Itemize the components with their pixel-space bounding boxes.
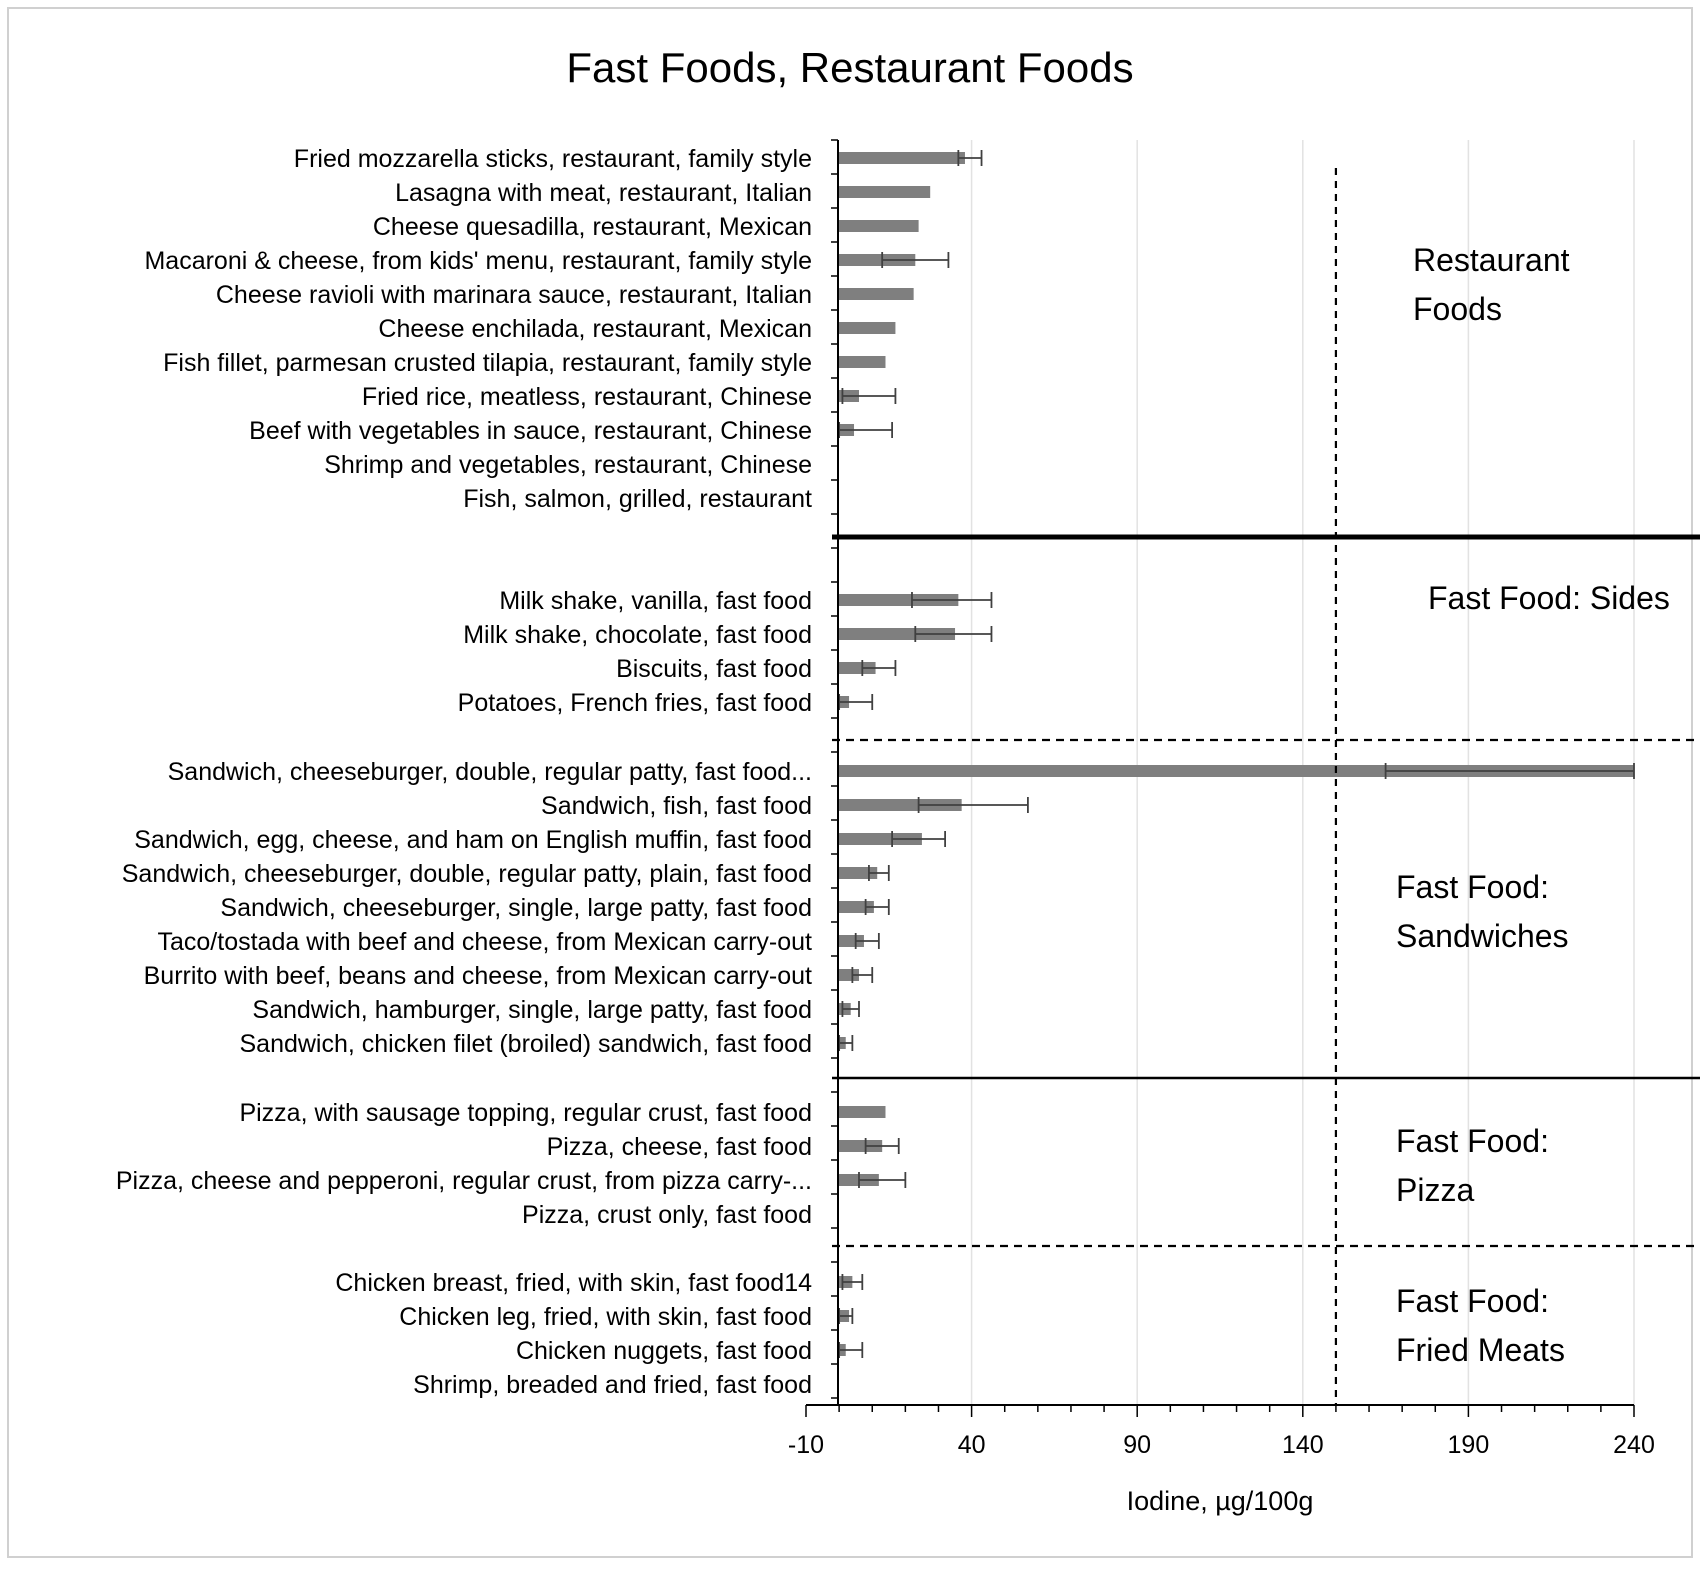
error-bar-7	[841, 388, 897, 404]
category-label-2: Cheese quesadilla, restaurant, Mexican	[373, 213, 812, 241]
bar-18	[838, 867, 878, 879]
bar-11	[838, 594, 959, 606]
x-tick-label-0: -10	[788, 1431, 824, 1459]
section-label-3: Fast Food: Pizza	[1396, 1123, 1549, 1208]
error-bar-0	[957, 150, 983, 166]
bar-4	[838, 288, 914, 300]
category-label-9: Shrimp and vegetables, restaurant, Chine…	[324, 451, 812, 479]
axes: -10 40 90 140 190 240	[788, 139, 1655, 1459]
error-bar-19	[864, 899, 890, 915]
error-bar-12	[914, 626, 993, 642]
chart-title: Fast Foods, Restaurant Foods	[566, 44, 1133, 91]
category-label-31: Shrimp, breaded and fried, fast food	[413, 1371, 812, 1399]
error-bar-21	[851, 967, 874, 983]
category-label-28: Chicken breast, fried, with skin, fast f…	[335, 1269, 812, 1297]
category-label-24: Pizza, with sausage topping, regular cru…	[239, 1099, 812, 1127]
x-axis-title: Iodine, µg/100g	[1127, 1486, 1314, 1516]
category-label-3: Macaroni & cheese, from kids' menu, rest…	[144, 247, 812, 275]
bar-24	[838, 1106, 886, 1118]
category-label-17: Sandwich, egg, cheese, and ham on Englis…	[134, 826, 812, 854]
category-label-21: Burrito with beef, beans and cheese, fro…	[144, 962, 812, 990]
category-label-7: Fried rice, meatless, restaurant, Chines…	[362, 383, 812, 411]
x-tick-label-2: 90	[1123, 1431, 1151, 1459]
error-bar-17	[891, 831, 947, 847]
bar-21	[838, 969, 859, 981]
section-label-4: Fast Food: Fried Meats	[1396, 1283, 1565, 1368]
bar-13	[838, 662, 876, 674]
category-label-8: Beef with vegetables in sauce, restauran…	[249, 417, 812, 445]
category-label-20: Taco/tostada with beef and cheese, from …	[158, 928, 813, 956]
error-bar-18	[868, 865, 890, 881]
category-label-11: Milk shake, vanilla, fast food	[499, 587, 812, 615]
section-labels: Restaurant Foods Fast Food: Sides Fast Food…	[1396, 242, 1670, 1368]
category-label-16: Sandwich, fish, fast food	[541, 792, 812, 820]
section-label-2: Fast Food: Sandwiches	[1396, 869, 1569, 954]
error-bar-29	[838, 1308, 854, 1324]
bar-20	[838, 935, 864, 947]
category-label-23: Sandwich, chicken filet (broiled) sandwi…	[239, 1030, 812, 1058]
error-bar-14	[838, 694, 874, 710]
category-labels: Fried mozzarella sticks, restaurant, fam…	[116, 145, 812, 1399]
bar-16	[838, 799, 962, 811]
bar-3	[838, 254, 916, 266]
error-bar-13	[861, 660, 897, 676]
x-tick-label-5: 240	[1613, 1431, 1655, 1459]
category-label-13: Biscuits, fast food	[616, 655, 812, 683]
category-label-18: Sandwich, cheeseburger, double, regular …	[122, 860, 812, 888]
bar-1	[838, 186, 931, 198]
category-label-25: Pizza, cheese, fast food	[547, 1133, 812, 1161]
x-tick-label-4: 190	[1448, 1431, 1490, 1459]
bar-12	[838, 628, 956, 640]
error-bar-28	[841, 1274, 864, 1290]
category-label-15: Sandwich, cheeseburger, double, regular …	[168, 758, 812, 786]
category-label-19: Sandwich, cheeseburger, single, large pa…	[220, 894, 812, 922]
category-label-26: Pizza, cheese and pepperoni, regular cru…	[116, 1167, 812, 1195]
category-label-27: Pizza, crust only, fast food	[522, 1201, 812, 1229]
error-bar-23	[838, 1035, 854, 1051]
category-label-22: Sandwich, hamburger, single, large patty…	[252, 996, 812, 1024]
section-label-1: Fast Food: Sides	[1428, 580, 1670, 616]
bar-2	[838, 220, 919, 232]
error-bar-11	[911, 592, 993, 608]
bar-15	[838, 765, 1634, 777]
error-bar-30	[838, 1342, 864, 1358]
category-label-0: Fried mozzarella sticks, restaurant, fam…	[294, 145, 812, 173]
bar-5	[838, 322, 896, 334]
x-tick-label-3: 140	[1282, 1431, 1324, 1459]
category-label-12: Milk shake, chocolate, fast food	[463, 621, 812, 649]
section-dividers	[832, 168, 1700, 1405]
category-label-14: Potatoes, French fries, fast food	[458, 689, 812, 717]
bar-0	[838, 152, 965, 164]
error-bars	[838, 150, 1635, 1358]
category-label-30: Chicken nuggets, fast food	[516, 1337, 812, 1365]
category-label-1: Lasagna with meat, restaurant, Italian	[395, 179, 812, 207]
error-bar-8	[838, 422, 894, 438]
error-bar-20	[854, 933, 880, 949]
error-bar-15	[1384, 763, 1635, 779]
category-label-5: Cheese enchilada, restaurant, Mexican	[378, 315, 812, 343]
error-bar-16	[917, 797, 1029, 813]
category-label-10: Fish, salmon, grilled, restaurant	[463, 485, 812, 513]
bar-25	[838, 1140, 883, 1152]
bar-6	[838, 356, 886, 368]
error-bar-26	[858, 1172, 907, 1188]
error-bar-25	[864, 1138, 900, 1154]
category-label-29: Chicken leg, fried, with skin, fast food	[399, 1303, 812, 1331]
x-tick-label-1: 40	[958, 1431, 986, 1459]
section-label-0: Restaurant Foods	[1413, 242, 1570, 327]
error-bar-22	[841, 1001, 860, 1017]
category-label-4: Cheese ravioli with marinara sauce, rest…	[216, 281, 812, 309]
category-label-6: Fish fillet, parmesan crusted tilapia, r…	[163, 349, 812, 377]
bar-17	[838, 833, 922, 845]
chart-border	[7, 7, 1693, 1558]
error-bar-3	[881, 252, 950, 268]
